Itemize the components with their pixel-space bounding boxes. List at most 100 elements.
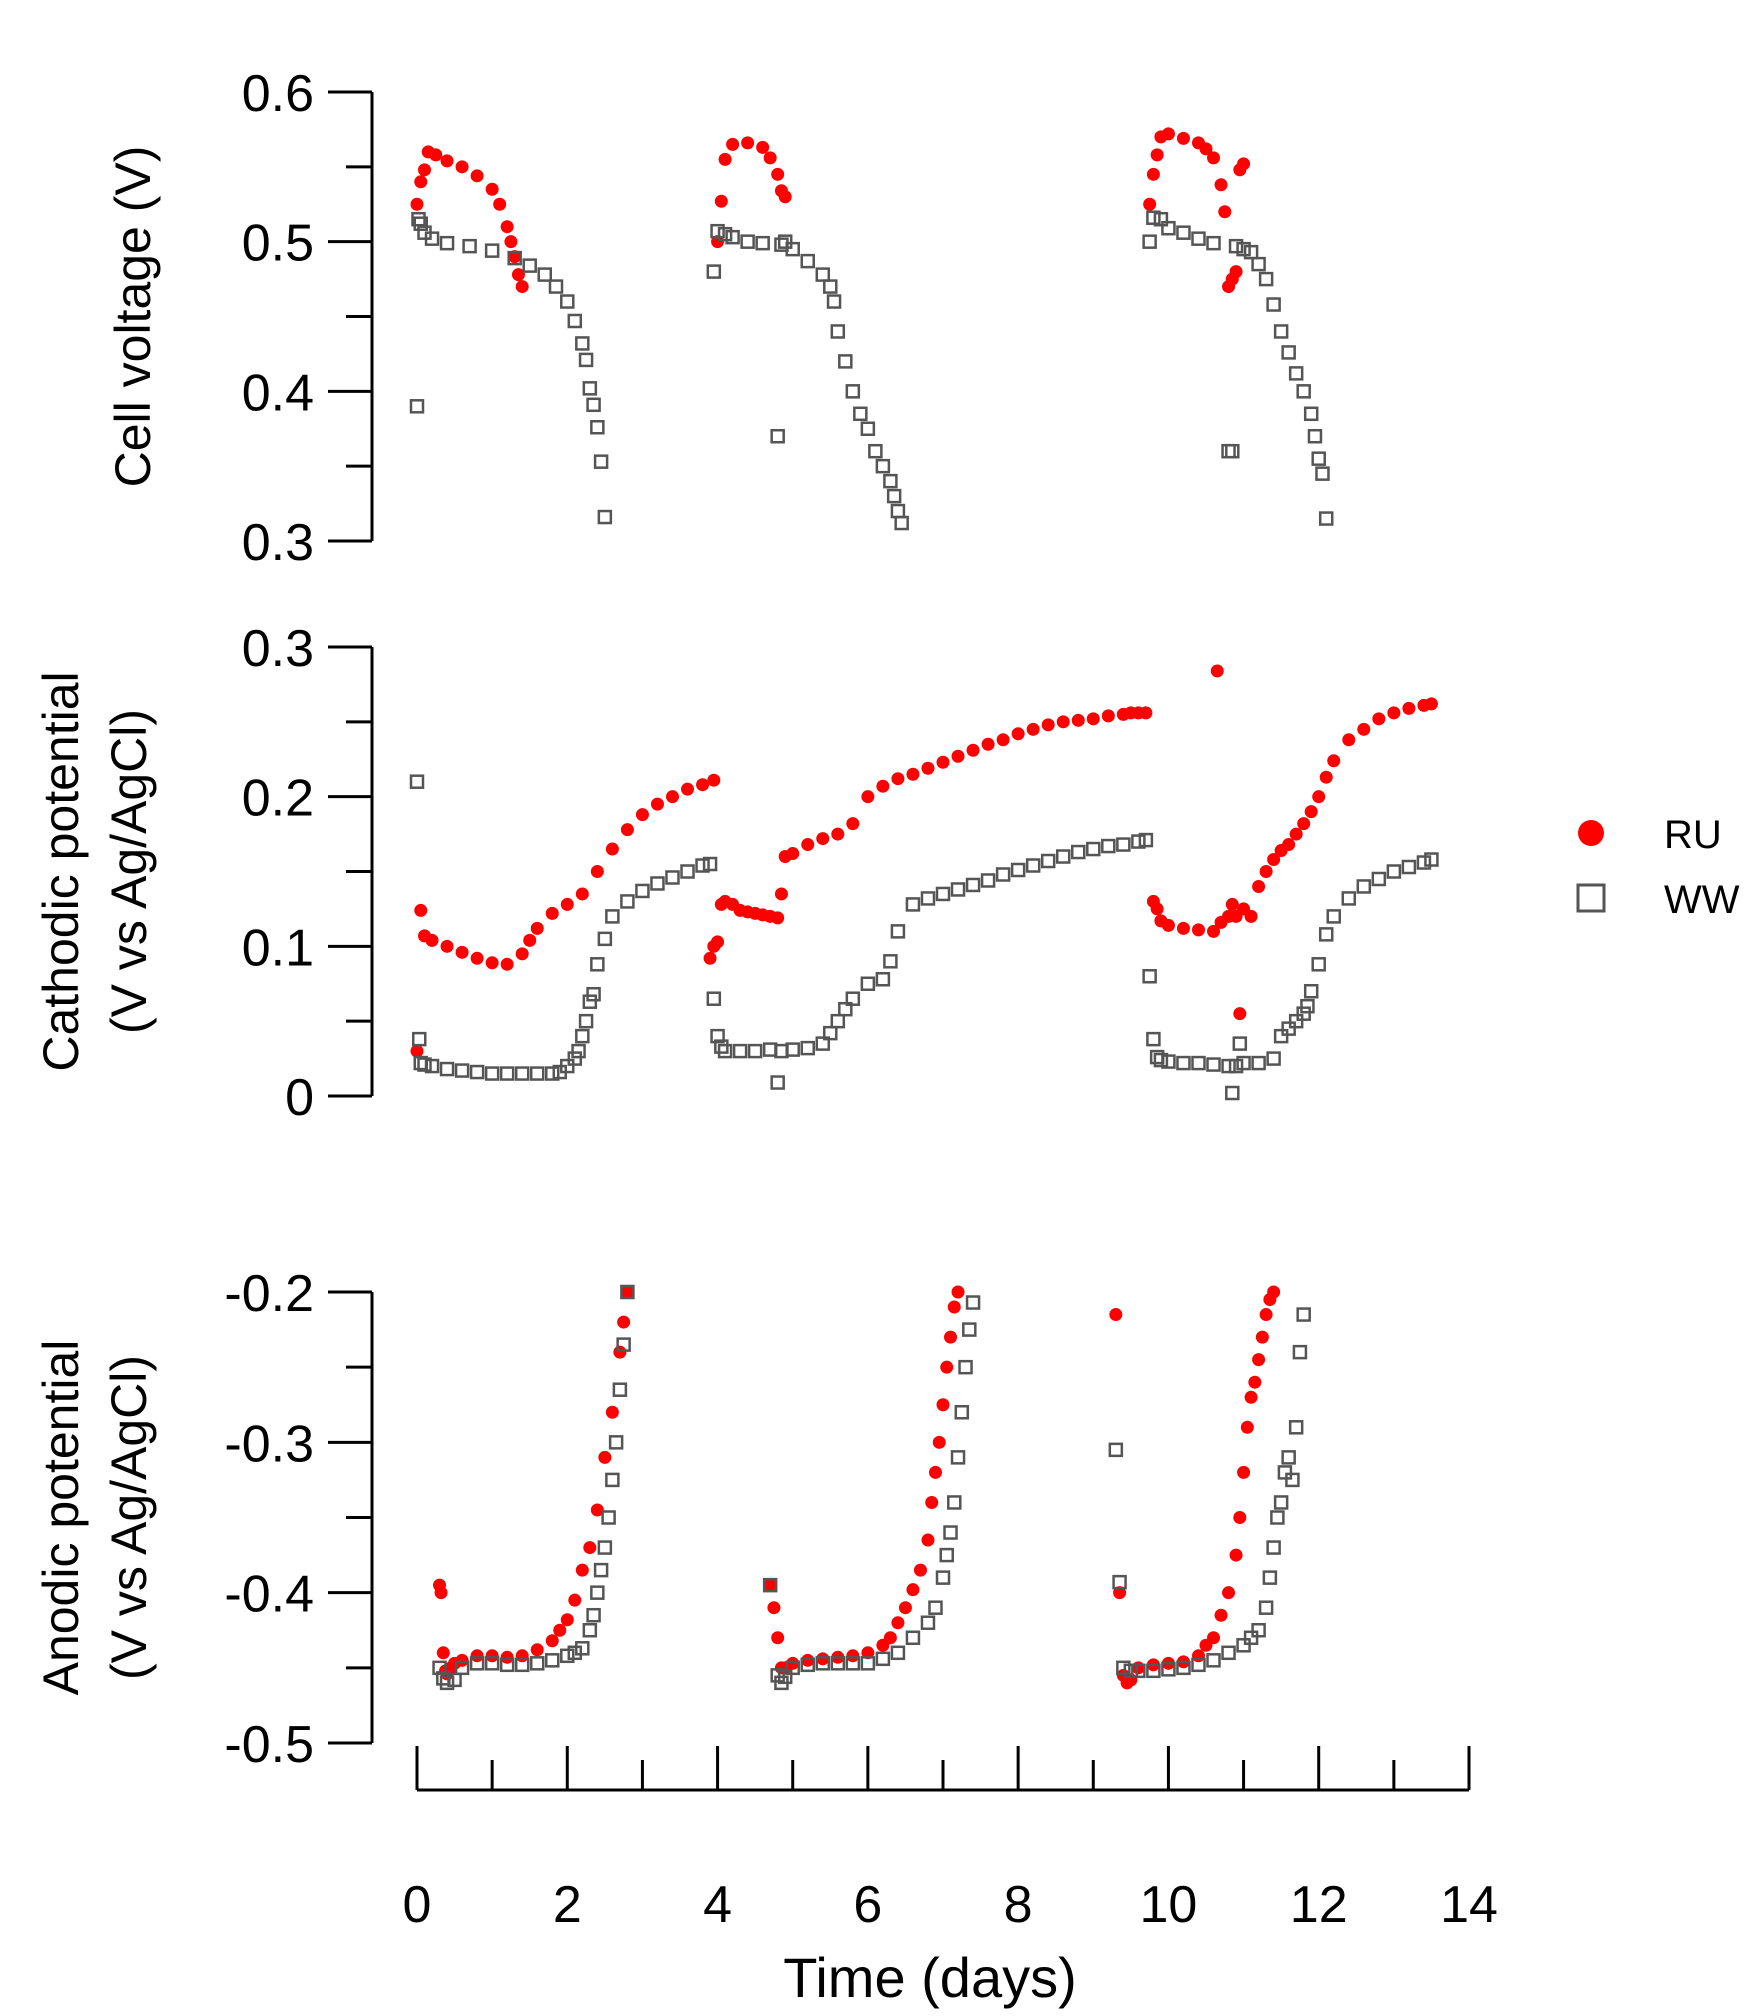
ww-point <box>1273 1495 1289 1510</box>
ww-point <box>635 883 650 899</box>
ww-point <box>567 1051 583 1066</box>
ww-point <box>1273 324 1289 339</box>
ww-point <box>1055 849 1071 864</box>
y-tick-label-middle: 0.2 <box>242 770 314 828</box>
series-ru-middle <box>410 664 1438 1058</box>
legend-marker-ru <box>1578 820 1604 846</box>
ww-point <box>1123 1663 1139 1679</box>
panel-top: 0.3 0.4 0.5 0.6 Cell voltage (V) <box>105 65 1334 572</box>
y-axis-title-middle: Cathodic potential <box>33 671 89 1071</box>
ww-point <box>1071 844 1086 860</box>
ru-point <box>455 1653 469 1667</box>
ww-point <box>954 1405 970 1420</box>
y-axis-title-middle: (V vs Ag/AgCl) <box>101 709 157 1034</box>
ww-point <box>1116 837 1131 852</box>
ww-point <box>1101 838 1116 854</box>
ww-point <box>586 986 601 1002</box>
ww-point <box>706 264 722 279</box>
ru-point <box>620 823 634 837</box>
ru-point <box>620 1285 634 1299</box>
x-tick-label: 8 <box>1004 1876 1033 1934</box>
ru-point <box>906 767 920 781</box>
ru-point <box>1101 709 1115 723</box>
ww-point <box>830 1013 846 1029</box>
ru-point <box>756 140 770 154</box>
x-tick-label: 14 <box>1440 1876 1498 1934</box>
ww-point <box>845 991 861 1006</box>
ww-point <box>762 1577 778 1593</box>
ww-point <box>514 1066 530 1081</box>
ww-point <box>447 1672 462 1688</box>
x-tick-label: 2 <box>553 1876 582 1934</box>
ru-point <box>590 865 604 878</box>
ru-point <box>1131 1661 1145 1675</box>
ww-point <box>1273 1028 1289 1044</box>
ww-point <box>1258 271 1274 287</box>
ww-point <box>826 294 842 309</box>
ww-point <box>439 1061 455 1077</box>
ww-point <box>409 774 425 789</box>
ww-point <box>1225 1085 1240 1101</box>
ru-point <box>726 137 740 151</box>
ww-point <box>935 1570 951 1585</box>
ww-point <box>965 877 981 893</box>
ww-point <box>770 428 785 444</box>
ru-point <box>1372 712 1386 726</box>
ru-point <box>1304 805 1318 819</box>
ww-point <box>755 235 770 251</box>
y-tick-label-top: 0.5 <box>242 215 314 273</box>
ww-point <box>958 1359 973 1375</box>
ru-point <box>605 842 619 856</box>
ww-point <box>454 1660 470 1676</box>
ww-point <box>575 1641 590 1656</box>
ww-point <box>1086 841 1101 857</box>
ru-point <box>1327 754 1341 768</box>
y-axis-title-top: Cell voltage (V) <box>105 146 161 488</box>
ww-point <box>943 1525 958 1540</box>
ww-point <box>815 1656 831 1671</box>
ww-point <box>411 211 426 227</box>
ww-point <box>1131 1663 1146 1679</box>
x-axis: 0 2 4 6 8 10 12 14 Time (days) <box>403 1746 1498 2009</box>
ww-point <box>1161 220 1176 236</box>
ru-point <box>771 911 785 925</box>
legend-label: RU <box>1664 813 1722 857</box>
y-tick-label-middle: 0.1 <box>242 919 314 977</box>
ru-point <box>1146 167 1160 181</box>
ww-point <box>1236 1638 1251 1653</box>
ww-point <box>1266 1051 1281 1066</box>
ww-point <box>560 1058 575 1074</box>
ww-point <box>529 1066 545 1081</box>
ru-point <box>1255 1330 1269 1344</box>
ru-point <box>511 268 525 282</box>
ww-point <box>590 1585 605 1600</box>
ru-point <box>1248 1375 1262 1389</box>
ww-point <box>823 279 838 294</box>
ww-point <box>800 253 815 269</box>
ru-point <box>786 1656 800 1670</box>
ru-point <box>928 1465 942 1479</box>
y-tick-label-bottom: -0.4 <box>224 1566 314 1624</box>
ru-point <box>831 827 845 841</box>
ru-point <box>1210 664 1224 678</box>
ru-point <box>485 182 499 196</box>
y-tick-label-bottom: -0.2 <box>224 1265 314 1323</box>
ru-point <box>1041 718 1055 732</box>
ww-point <box>567 313 583 329</box>
ru-point <box>996 733 1010 747</box>
y-tick-label-top: 0.6 <box>242 65 314 123</box>
ru-point <box>1086 712 1100 726</box>
ww-point <box>575 1028 590 1044</box>
ww-point <box>1326 909 1341 924</box>
ww-point <box>920 891 936 906</box>
ww-point <box>560 294 575 309</box>
ww-point <box>1206 1653 1221 1668</box>
x-tick-label: 10 <box>1140 1876 1198 1934</box>
ww-point <box>725 229 740 245</box>
ru-point <box>944 1330 958 1344</box>
ru-point <box>925 1495 939 1509</box>
ru-point <box>951 749 965 763</box>
ru-point <box>767 1601 781 1615</box>
ru-point <box>774 887 788 901</box>
ru-point <box>1237 157 1251 171</box>
